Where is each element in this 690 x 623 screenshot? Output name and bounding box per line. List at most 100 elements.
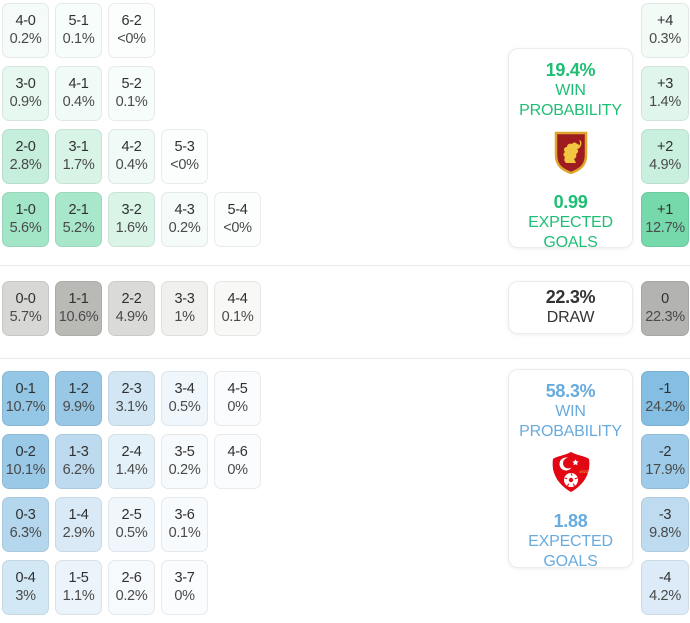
scoreline-cell: 1-1 10.6% [55, 281, 102, 336]
scoreline-row: 0-3 6.3% 1-4 2.9% 2-5 0.5% 3-6 0.1% [2, 497, 261, 552]
scoreline-cell: 3-7 0% [161, 560, 208, 615]
scoreline-label: 4-0 [15, 13, 36, 29]
scoreline-label: 5-2 [121, 76, 142, 92]
scoreline-label: 3-1 [68, 139, 89, 155]
scoreline-cell: 1-4 2.9% [55, 497, 102, 552]
away-probability-label: PROBABILITY [519, 423, 622, 440]
svg-text:1923: 1923 [579, 469, 589, 474]
away-goals-label: GOALS [543, 553, 598, 570]
scoreline-cell: 0-4 3% [2, 560, 49, 615]
goal-diff-cell: -4 4.2% [641, 560, 689, 615]
scoreline-pct: 10.7% [5, 399, 46, 415]
scoreline-row: 0-2 10.1% 1-3 6.2% 2-4 1.4% 3-5 0.2% 4-6 0% [2, 434, 261, 489]
scoreline-label: 3-2 [121, 202, 142, 218]
scoreline-pct: 22.3% [645, 309, 685, 325]
scoreline-row: 2-0 2.8% 3-1 1.7% 4-2 0.4% 5-3 <0% [2, 129, 261, 184]
scoreline-pct: 0.1% [221, 309, 254, 325]
scoreline-label: 3-7 [174, 570, 195, 586]
scoreline-label: 4-1 [68, 76, 89, 92]
scoreline-pct: 0% [227, 399, 248, 415]
scoreline-label: +4 [657, 13, 673, 29]
scoreline-cell: 4-4 0.1% [214, 281, 261, 336]
scoreline-label: -1 [658, 381, 672, 397]
scoreline-row: 4-0 0.2% 5-1 0.1% 6-2 <0% [2, 3, 261, 58]
home-scoreline-grid: 4-0 0.2% 5-1 0.1% 6-2 <0% 3-0 0.9% 4-1 0.4% 5-2 0.1… [2, 3, 261, 255]
goal-diff-cell: +1 12.7% [641, 192, 689, 247]
home-win-probability-value: 19.4% [545, 60, 596, 80]
scoreline-label: 2-1 [68, 202, 89, 218]
scoreline-label: 0-1 [15, 381, 36, 397]
scoreline-cell: 2-2 4.9% [108, 281, 155, 336]
home-win-label: WIN [555, 82, 586, 99]
scoreline-label: 3-6 [174, 507, 195, 523]
scoreline-label: +2 [657, 139, 673, 155]
scoreline-pct: 5.6% [9, 220, 42, 236]
scoreline-cell: 2-6 0.2% [108, 560, 155, 615]
goal-diff-cell: +4 0.3% [641, 3, 689, 58]
scoreline-cell: 2-3 3.1% [108, 371, 155, 426]
scoreline-label: 5-4 [227, 202, 248, 218]
away-expected-goals-value: 1.88 [553, 511, 588, 531]
scoreline-pct: 1.7% [62, 157, 95, 173]
scoreline-cell: 5-3 <0% [161, 129, 208, 184]
scoreline-cell: 2-5 0.5% [108, 497, 155, 552]
scoreline-label: 4-2 [121, 139, 142, 155]
scoreline-label: 2-5 [121, 507, 142, 523]
scoreline-label: 4-3 [174, 202, 195, 218]
scoreline-cell: 6-2 <0% [108, 3, 155, 58]
scoreline-pct: 24.2% [645, 399, 685, 415]
scoreline-cell: 1-5 1.1% [55, 560, 102, 615]
away-win-label: WIN [555, 403, 586, 420]
scoreline-label: 1-2 [68, 381, 89, 397]
home-win-probability-box: 19.4% WIN PROBABILITY 0.99 EXPECTED GOAL… [508, 48, 633, 251]
section-home-win: 4-0 0.2% 5-1 0.1% 6-2 <0% 3-0 0.9% 4-1 0.4% 5-2 0.1… [0, 0, 690, 265]
draw-probability-box: 22.3% DRAW [508, 281, 633, 334]
scoreline-pct: 0.2% [168, 462, 201, 478]
scoreline-label: 0-4 [15, 570, 36, 586]
scoreline-row: 3-0 0.9% 4-1 0.4% 5-2 0.1% [2, 66, 261, 121]
scoreline-cell: 2-1 5.2% [55, 192, 102, 247]
scoreline-pct: 9.8% [649, 525, 681, 541]
away-scoreline-grid: 0-1 10.7% 1-2 9.9% 2-3 3.1% 3-4 0.5% 4-5 0% 0-2 10.… [2, 371, 261, 623]
scoreline-pct: 1.4% [115, 462, 148, 478]
scoreline-label: 6-2 [121, 13, 142, 29]
scoreline-cell: 0-1 10.7% [2, 371, 49, 426]
away-win-probability-box: 58.3% WIN PROBABILITY 1923 1.88 EXPECTED [508, 369, 633, 570]
goal-diff-cell: 0 22.3% [641, 281, 689, 336]
goal-diff-cell: +2 4.9% [641, 129, 689, 184]
scoreline-pct: 10.1% [5, 462, 46, 478]
draw-probability-value: 22.3% [545, 287, 596, 307]
goal-diff-cell: +3 1.4% [641, 66, 689, 121]
scoreline-row: 0-1 10.7% 1-2 9.9% 2-3 3.1% 3-4 0.5% 4-5 0% [2, 371, 261, 426]
scoreline-cell: 4-6 0% [214, 434, 261, 489]
scoreline-pct: 0.5% [168, 399, 201, 415]
scoreline-pct: 2.9% [62, 525, 95, 541]
scoreline-pct: 0.3% [649, 31, 681, 47]
home-expected-goals-value: 0.99 [553, 192, 588, 212]
scoreline-label: +1 [657, 202, 673, 218]
scoreline-label: -3 [658, 507, 672, 523]
scoreline-label: 5-3 [174, 139, 195, 155]
scoreline-label: +3 [657, 76, 673, 92]
scoreline-label: 3-3 [174, 291, 195, 307]
scoreline-pct: 0.2% [115, 588, 148, 604]
home-goals-label: GOALS [543, 234, 598, 251]
scoreline-pct: 9.9% [62, 399, 95, 415]
scoreline-label: 4-6 [227, 444, 248, 460]
scoreline-pct: 0.1% [168, 525, 201, 541]
scoreline-cell: 3-0 0.9% [2, 66, 49, 121]
home-expected-label: EXPECTED [528, 214, 613, 231]
scoreline-pct: 0.1% [62, 31, 95, 47]
scoreline-cell: 1-0 5.6% [2, 192, 49, 247]
scoreline-label: 1-1 [68, 291, 89, 307]
scoreline-label: -4 [658, 570, 672, 586]
scoreline-cell: 1-3 6.2% [55, 434, 102, 489]
scoreline-pct: 6.3% [9, 525, 42, 541]
scoreline-pct: 1% [174, 309, 195, 325]
scoreline-cell: 3-2 1.6% [108, 192, 155, 247]
scoreline-cell: 2-4 1.4% [108, 434, 155, 489]
scoreline-pct: 1.6% [115, 220, 148, 236]
scoreline-row: 0-0 5.7% 1-1 10.6% 2-2 4.9% 3-3 1% 4-4 0.1% [2, 281, 261, 336]
scoreline-label: 2-3 [121, 381, 142, 397]
